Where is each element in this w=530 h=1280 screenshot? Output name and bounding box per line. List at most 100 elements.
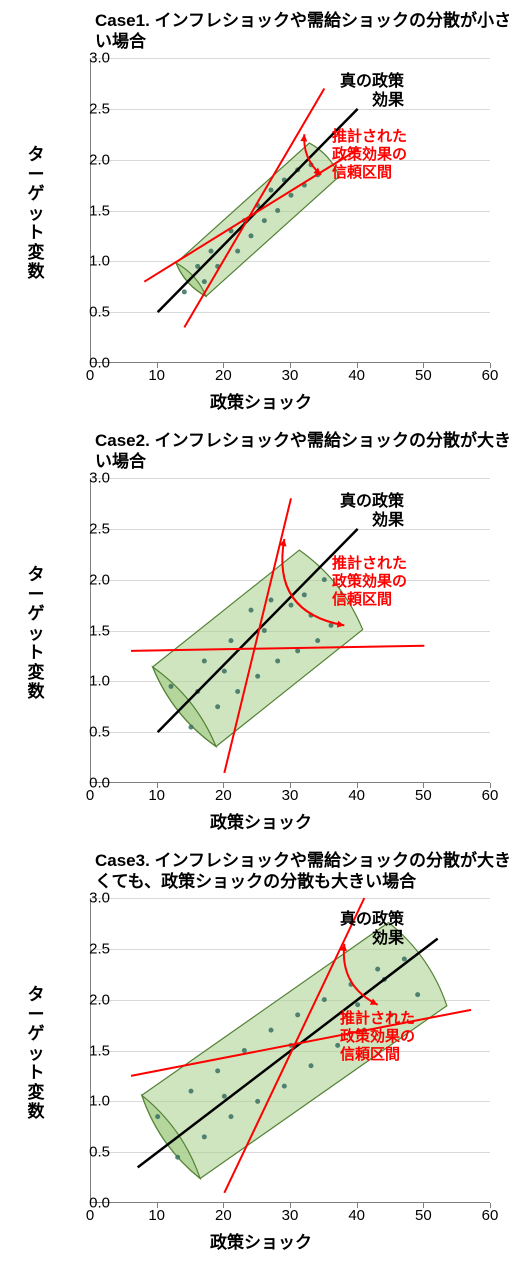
x-tick-label: 50: [408, 787, 438, 804]
x-tick-label: 0: [75, 1207, 105, 1224]
scatter-point: [249, 233, 254, 238]
case2-chart: Case2. インフレショックや需給ショックの分散が大きい場合0.00.51.0…: [10, 430, 520, 840]
x-tick-label: 60: [475, 1207, 505, 1224]
scatter-point: [355, 1002, 360, 1007]
x-tick-label: 50: [408, 367, 438, 384]
scatter-point: [229, 638, 234, 643]
x-tick-label: 40: [342, 1207, 372, 1224]
scatter-point: [309, 1063, 314, 1068]
scatter-point: [402, 957, 407, 962]
y-tick-label: 1.5: [75, 1042, 110, 1059]
case3-overlay: [91, 898, 491, 1203]
scatter-point: [202, 659, 207, 664]
x-tick-mark: [357, 1203, 358, 1208]
scatter-point: [209, 249, 214, 254]
x-tick-mark: [423, 783, 424, 788]
scatter-point: [275, 659, 280, 664]
x-tick-label: 40: [342, 787, 372, 804]
x-tick-mark: [223, 1203, 224, 1208]
case1-overlay: [91, 58, 491, 363]
y-tick-label: 2.5: [75, 100, 110, 117]
y-tick-label: 2.0: [75, 991, 110, 1008]
x-tick-mark: [157, 363, 158, 368]
scatter-point: [282, 1084, 287, 1089]
x-tick-mark: [290, 1203, 291, 1208]
x-axis-label: 政策ショック: [210, 388, 312, 413]
y-tick-label: 0.5: [75, 304, 110, 321]
case2-title: Case2. インフレショックや需給ショックの分散が大きい場合: [95, 430, 515, 473]
true-effect-label: 真の政策効果: [340, 910, 404, 948]
ci-label: 推計された政策効果の信頼区間: [332, 128, 407, 182]
scatter-point: [262, 218, 267, 223]
scatter-point: [202, 1134, 207, 1139]
y-tick-label: 3.0: [75, 890, 110, 907]
x-tick-mark: [357, 783, 358, 788]
case3-plot-area: [90, 898, 490, 1203]
x-tick-label: 50: [408, 1207, 438, 1224]
scatter-point: [322, 997, 327, 1002]
x-tick-label: 20: [208, 787, 238, 804]
case1-chart: Case1. インフレショックや需給ショックの分散が小さい場合0.00.51.0…: [10, 10, 520, 420]
y-tick-label: 2.0: [75, 151, 110, 168]
cylinder-body: [176, 143, 339, 296]
y-tick-label: 1.0: [75, 1093, 110, 1110]
scatter-point: [235, 249, 240, 254]
x-tick-mark: [290, 363, 291, 368]
y-tick-label: 2.5: [75, 520, 110, 537]
scatter-point: [302, 592, 307, 597]
scatter-point: [289, 603, 294, 608]
case3-title: Case3. インフレショックや需給ショックの分散が大きくても、政策ショックの分…: [95, 850, 515, 893]
scatter-point: [229, 1114, 234, 1119]
x-tick-label: 0: [75, 787, 105, 804]
scatter-point: [255, 1099, 260, 1104]
scatter-point: [189, 725, 194, 730]
y-tick-label: 1.5: [75, 202, 110, 219]
y-tick-label: 0.5: [75, 724, 110, 741]
scatter-point: [249, 608, 254, 613]
ci-label: 推計された政策効果の信頼区間: [332, 555, 407, 609]
scatter-point: [155, 1114, 160, 1119]
x-tick-label: 0: [75, 367, 105, 384]
y-axis-label: ターゲット変数: [27, 565, 45, 702]
x-tick-label: 20: [208, 1207, 238, 1224]
scatter-point: [202, 279, 207, 284]
y-tick-label: 0.5: [75, 1144, 110, 1161]
scatter-point: [169, 684, 174, 689]
scatter-point: [415, 992, 420, 997]
x-tick-label: 10: [142, 787, 172, 804]
y-tick-label: 2.5: [75, 940, 110, 957]
y-tick-label: 3.0: [75, 470, 110, 487]
arrow-head: [300, 134, 307, 141]
scatter-point: [182, 289, 187, 294]
x-tick-label: 60: [475, 367, 505, 384]
y-tick-label: 1.0: [75, 673, 110, 690]
x-tick-mark: [423, 363, 424, 368]
case2-plot-area: [90, 478, 490, 783]
x-tick-label: 40: [342, 367, 372, 384]
x-tick-mark: [157, 783, 158, 788]
y-axis-label: ターゲット変数: [27, 145, 45, 282]
x-tick-label: 30: [275, 787, 305, 804]
scatter-point: [222, 669, 227, 674]
ci-label: 推計された政策効果の信頼区間: [340, 1010, 415, 1064]
x-tick-mark: [357, 363, 358, 368]
scatter-point: [262, 628, 267, 633]
scatter-point: [295, 1012, 300, 1017]
y-axis-label: ターゲット変数: [27, 985, 45, 1122]
y-tick-label: 3.0: [75, 50, 110, 67]
scatter-point: [215, 704, 220, 709]
x-tick-label: 10: [142, 1207, 172, 1224]
case3-chart: Case3. インフレショックや需給ショックの分散が大きくても、政策ショックの分…: [10, 850, 520, 1260]
scatter-point: [235, 689, 240, 694]
x-axis-label: 政策ショック: [210, 808, 312, 833]
scatter-point: [322, 577, 327, 582]
case1-plot-area: [90, 58, 490, 363]
x-tick-mark: [490, 1203, 491, 1208]
x-tick-mark: [223, 363, 224, 368]
true-effect-label: 真の政策効果: [340, 72, 404, 110]
scatter-point: [375, 967, 380, 972]
scatter-point: [242, 1048, 247, 1053]
x-tick-mark: [290, 783, 291, 788]
y-tick-label: 2.0: [75, 571, 110, 588]
scatter-point: [275, 208, 280, 213]
